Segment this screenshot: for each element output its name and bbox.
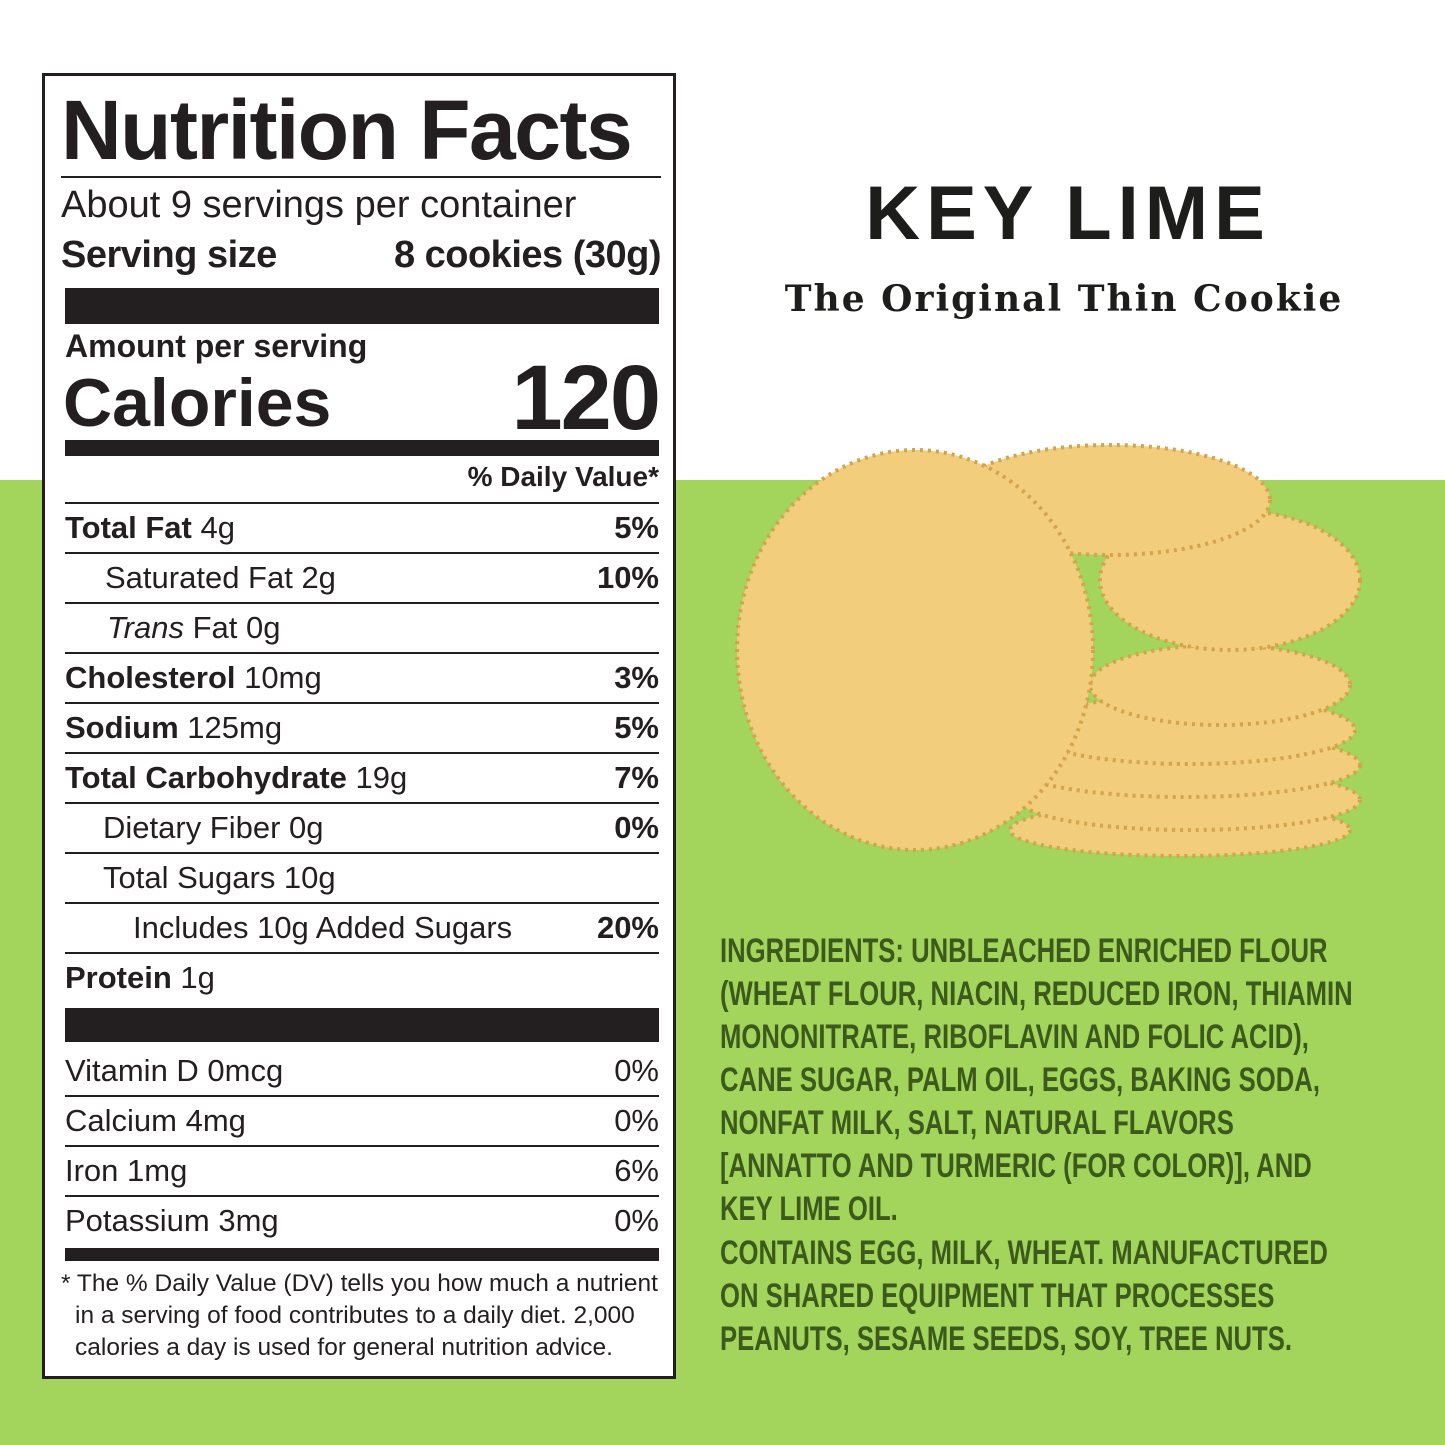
nutrient-row: Total Carbohydrate 19g 7% [65, 753, 659, 803]
calories-value: 120 [511, 347, 661, 449]
footnote: * The % Daily Value (DV) tells you how m… [61, 1270, 658, 1361]
divider [65, 502, 659, 504]
vitamin-row: Iron 1mg 6% [65, 1146, 659, 1196]
nutrient-amount: 125mg [187, 710, 283, 745]
nutrient-text: Protein 1g [65, 953, 215, 1003]
vitamin-text: Potassium 3mg [65, 1203, 279, 1238]
nutrient-row: Includes 10g Added Sugars 20% [65, 903, 659, 953]
ingredients: INGREDIENTS: UNBLEACHED ENRICHED FLOUR (… [720, 932, 1353, 1228]
divider [65, 1095, 659, 1097]
nutrient-amount: Fat 0g [192, 610, 281, 645]
nutrient-row: Protein 1g [65, 953, 659, 1003]
nutrient-row: Cholesterol 10mg 3% [65, 653, 659, 703]
nutrient-text: Total Fat 4g [65, 503, 235, 553]
nutrient-text: Total Sugars 10g [103, 853, 336, 903]
nutrient-name: Total Fat [65, 510, 192, 545]
nutrient-amount: 1g [180, 960, 215, 995]
label-title: Nutrition Facts [61, 83, 633, 177]
product-name: KEY LIME [865, 171, 1271, 256]
daily-value: 3% [614, 660, 659, 695]
nutrient-row: Sodium 125mg 5% [65, 703, 659, 753]
vitamin-text: Calcium 4mg [65, 1103, 246, 1138]
divider [65, 852, 659, 854]
divider [65, 602, 659, 604]
servings: About 9 servings per container [61, 184, 577, 226]
nutrient-name: Total Carbohydrate [65, 760, 347, 795]
nutrient-text: Total Carbohydrate 19g [65, 753, 407, 803]
nutrient-name: Cholesterol [65, 660, 236, 695]
serving-size-label: Serving size [61, 234, 277, 276]
vitamin-text: Vitamin D 0mcg [65, 1053, 284, 1088]
daily-value: 0% [614, 1103, 659, 1138]
daily-value: 10% [596, 560, 659, 595]
daily-value: 7% [614, 760, 659, 795]
divider [65, 1145, 659, 1147]
vitamin-row: Vitamin D 0mcg 0% [65, 1046, 659, 1096]
nutrient-amount: 10mg [244, 660, 322, 695]
daily-value: 5% [614, 510, 659, 545]
nutrient-text: Sodium 125mg [65, 703, 282, 753]
daily-value: 0% [614, 1053, 659, 1088]
vitamin-row: Calcium 4mg 0% [65, 1096, 659, 1146]
nutrient-name: Trans [107, 610, 184, 645]
vitamin-text: Iron 1mg [65, 1153, 188, 1188]
daily-value: 0% [614, 810, 659, 845]
divider [65, 702, 659, 704]
calories-label: Calories [63, 365, 332, 441]
divider [65, 902, 659, 904]
nutrient-name: Sodium [65, 710, 179, 745]
product-tagline: The Original Thin Cookie [784, 278, 1344, 320]
nutrient-row: Saturated Fat 2g 10% [65, 553, 659, 603]
nutrient-text: Saturated Fat 2g [105, 553, 336, 603]
daily-value: 20% [596, 910, 659, 945]
nutrition-label: Nutrition Facts About 9 servings per con… [42, 73, 676, 1379]
divider [65, 802, 659, 804]
divider [65, 652, 659, 654]
nutrient-row: Trans Fat 0g [65, 603, 659, 653]
nutrient-amount: Saturated Fat 2g [105, 560, 336, 595]
nutrient-amount: Total Sugars 10g [103, 860, 336, 895]
daily-value: 6% [614, 1153, 659, 1188]
serving-size-value: 8 cookies (30g) [393, 234, 662, 276]
nutrient-amount: 19g [355, 760, 408, 795]
nutrient-row: Total Fat 4g 5% [65, 503, 659, 553]
nutrient-row: Total Sugars 10g [65, 853, 659, 903]
nutrient-text: Cholesterol 10mg [65, 653, 322, 703]
daily-value: 0% [614, 1203, 659, 1238]
daily-value: 5% [614, 710, 659, 745]
divider [65, 552, 659, 554]
divider [65, 1195, 659, 1197]
nutrient-text: Includes 10g Added Sugars [133, 903, 512, 953]
nutrient-text: Trans Fat 0g [107, 603, 280, 653]
nutrient-row: Dietary Fiber 0g 0% [65, 803, 659, 853]
dv-header: % Daily Value* [467, 461, 659, 492]
nutrient-amount: 4g [200, 510, 235, 545]
nutrient-text: Dietary Fiber 0g [103, 803, 324, 853]
nutrient-name: Protein [65, 960, 172, 995]
nutrient-amount: Dietary Fiber 0g [103, 810, 324, 845]
vitamin-row: Potassium 3mg 0% [65, 1196, 659, 1246]
divider [65, 752, 659, 754]
divider [65, 952, 659, 954]
amount-per-serving: Amount per serving [65, 328, 368, 364]
allergens: CONTAINS EGG, MILK, WHEAT. MANUFACTURED … [720, 1234, 1328, 1358]
cookie-illustration [735, 443, 1362, 858]
nutrient-amount: Includes 10g Added Sugars [133, 910, 513, 945]
